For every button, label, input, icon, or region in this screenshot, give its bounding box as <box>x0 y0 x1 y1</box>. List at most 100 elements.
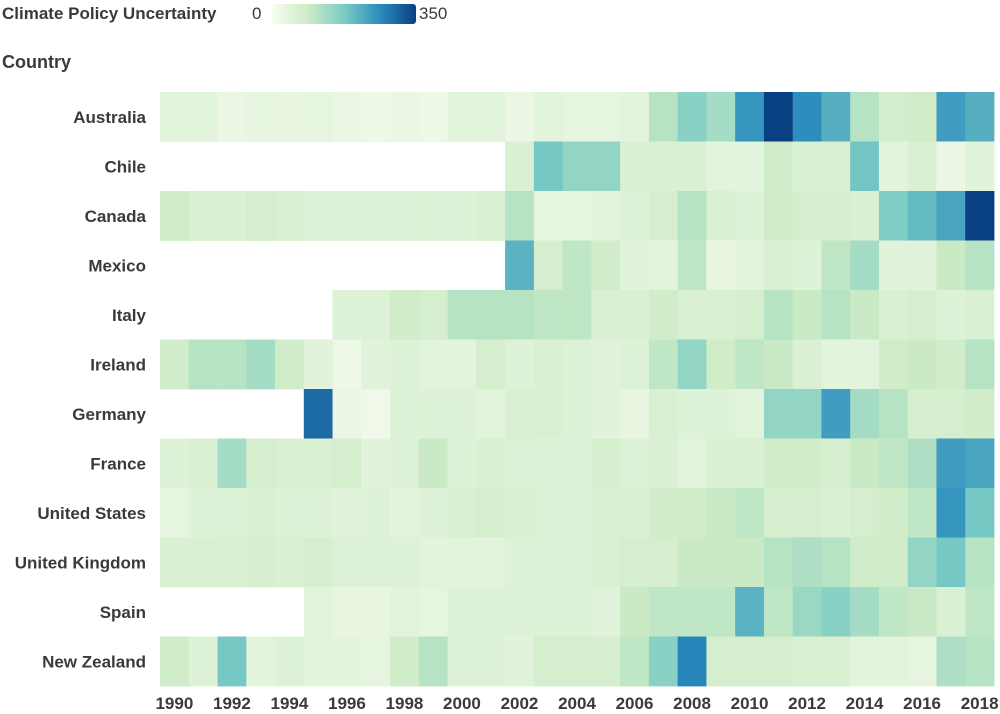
heatmap-cell <box>275 339 305 390</box>
x-tick-label: 1996 <box>328 694 366 713</box>
heatmap-cell <box>878 438 909 489</box>
heatmap-cell <box>217 438 247 489</box>
heatmap-cell <box>878 240 909 291</box>
heatmap-cell <box>562 339 592 390</box>
heatmap-cell <box>878 389 909 439</box>
heatmap-cell <box>246 488 276 538</box>
legend-color-bar <box>272 4 416 24</box>
x-tick-labels: 1990 1992 1994 1996 1998 2000 2002 2004 2006 2008… <box>155 694 998 713</box>
heatmap-cell <box>562 92 592 142</box>
heatmap-cell <box>390 339 420 390</box>
heatmap-cell <box>418 290 448 340</box>
heatmap-cell <box>792 339 822 390</box>
heatmap-cell <box>907 141 937 192</box>
heatmap-cell <box>792 488 822 538</box>
heatmap-cell <box>965 636 995 687</box>
x-tick-label: 2014 <box>846 694 884 713</box>
heatmap-cell <box>533 438 564 489</box>
x-tick-label: 2012 <box>788 694 826 713</box>
heatmap-cell <box>850 290 880 340</box>
heatmap-cell <box>821 389 851 439</box>
heatmap-cell <box>476 389 506 439</box>
heatmap-cell <box>476 636 506 687</box>
heatmap-cell <box>418 537 448 588</box>
x-tick-label: 1992 <box>213 694 251 713</box>
heatmap-cell <box>850 141 880 192</box>
row-label: United States <box>37 504 146 523</box>
heatmap-cell <box>907 92 937 142</box>
heatmap-cell <box>303 488 333 538</box>
heatmap-cell <box>763 92 794 142</box>
heatmap-cell <box>505 488 535 538</box>
heatmap-cell <box>246 636 276 687</box>
heatmap-cell <box>303 339 333 390</box>
heatmap-cell <box>648 141 679 192</box>
heatmap-cell <box>332 587 362 637</box>
heatmap-cell <box>505 290 535 340</box>
heatmap-cell <box>677 636 707 687</box>
heatmap-cell <box>188 537 218 588</box>
heatmap-cell <box>217 92 247 142</box>
heatmap-cell <box>735 636 765 687</box>
heatmap-cell <box>246 92 276 142</box>
heatmap-cell <box>533 92 564 142</box>
heatmap-cell <box>620 339 650 390</box>
heatmap-cell <box>965 141 995 192</box>
heatmap-cell <box>361 92 391 142</box>
heatmap-cell <box>821 191 851 241</box>
heatmap-cell <box>821 92 851 142</box>
heatmap-cell <box>591 290 621 340</box>
heatmap-cell <box>706 587 736 637</box>
heatmap-cell <box>591 537 621 588</box>
heatmap-cell <box>533 240 564 291</box>
heatmap-cell <box>878 636 909 687</box>
heatmap-cell <box>361 389 391 439</box>
heatmap-cell <box>505 438 535 489</box>
heatmap-cell <box>476 438 506 489</box>
heatmap-cell <box>821 240 851 291</box>
heatmap-cell <box>648 587 679 637</box>
heatmap-cell <box>476 587 506 637</box>
heatmap-cell <box>677 389 707 439</box>
heatmap-cells <box>160 92 995 687</box>
heatmap-cell <box>505 92 535 142</box>
heatmap-cell <box>907 240 937 291</box>
heatmap-cell <box>303 587 333 637</box>
heatmap-cell <box>763 636 794 687</box>
heatmap-cell <box>562 488 592 538</box>
heatmap-cell <box>620 587 650 637</box>
heatmap-cell <box>275 92 305 142</box>
heatmap-cell <box>677 438 707 489</box>
heatmap-cell <box>361 488 391 538</box>
heatmap-cell <box>907 290 937 340</box>
row-label: Spain <box>100 603 146 622</box>
heatmap-cell <box>390 438 420 489</box>
heatmap-cell <box>361 339 391 390</box>
heatmap-cell <box>648 92 679 142</box>
heatmap-cell <box>735 191 765 241</box>
legend-min-label: 0 <box>252 4 261 23</box>
heatmap-cell <box>706 339 736 390</box>
row-label: United Kingdom <box>15 553 146 572</box>
heatmap-cell <box>505 240 535 291</box>
heatmap-cell <box>677 537 707 588</box>
heatmap-cell <box>821 587 851 637</box>
heatmap-cell <box>677 92 707 142</box>
heatmap-cell <box>792 290 822 340</box>
heatmap-cell <box>533 389 564 439</box>
heatmap-cell <box>361 191 391 241</box>
heatmap-cell <box>591 92 621 142</box>
heatmap-cell <box>476 488 506 538</box>
heatmap-cell <box>907 537 937 588</box>
heatmap-cell <box>275 191 305 241</box>
heatmap-cell <box>648 438 679 489</box>
heatmap-cell <box>735 290 765 340</box>
heatmap-cell <box>850 438 880 489</box>
heatmap-cell <box>390 389 420 439</box>
heatmap-cell <box>275 537 305 588</box>
heatmap-cell <box>562 389 592 439</box>
heatmap-cell <box>390 191 420 241</box>
heatmap-cell <box>505 537 535 588</box>
heatmap-cell <box>878 141 909 192</box>
